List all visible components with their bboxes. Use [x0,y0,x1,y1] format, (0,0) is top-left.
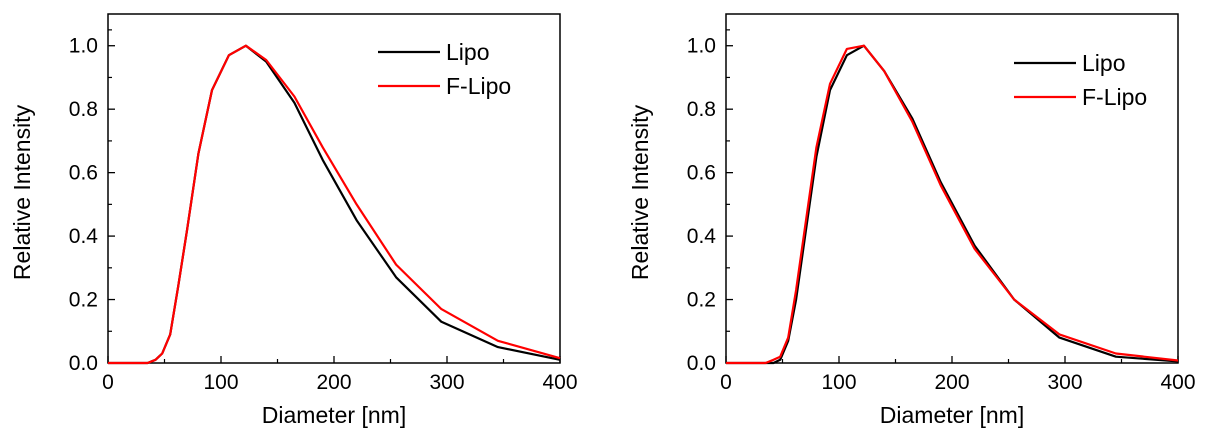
legend-label-lipo: Lipo [1082,50,1125,76]
chart-left: 0 100 200 300 400 0.0 0.2 0.4 0.6 0.8 1.0 Diameter … [9,13,578,428]
plot-frame [107,13,561,364]
series-line-f-lipo [726,44,1179,365]
y-tick-label: 0.8 [687,98,716,121]
legend-label-f-lipo: F-Lipo [446,73,511,99]
series-line-f-lipo [108,44,561,365]
y-tick-label: 0.6 [687,162,716,185]
x-axis-label: Diameter [nm] [880,402,1024,428]
y-tick-label: 0.4 [687,225,717,248]
y-axis-label: Relative Intensity [627,104,653,280]
y-tick-label: 1.0 [69,35,98,58]
y-axis-label: Relative Intensity [9,104,35,280]
y-tick-label: 0.2 [687,289,716,312]
x-tick-label: 400 [1160,371,1195,394]
x-tick-label: 300 [429,371,464,394]
chart-right: 0 100 200 300 400 0.0 0.2 0.4 0.6 0.8 1.0 Diameter … [627,13,1196,428]
x-tick-label: 400 [542,371,577,394]
x-tick-label: 300 [1047,371,1082,394]
x-tick-label: 100 [821,371,856,394]
y-tick-label: 0.8 [69,98,98,121]
y-tick-label: 0.4 [69,225,99,248]
chart-panel-right: 0 100 200 300 400 0.0 0.2 0.4 0.6 0.8 1.0 Diameter … [602,0,1205,435]
y-tick-label: 0.0 [69,352,98,375]
y-tick-label: 0.6 [69,162,98,185]
y-tick-label: 0.2 [69,289,98,312]
y-tick-label: 1.0 [687,35,716,58]
y-tick-label: 0.0 [687,352,716,375]
legend-label-f-lipo: F-Lipo [1082,84,1147,110]
x-tick-label: 200 [316,371,351,394]
x-tick-label: 0 [102,371,114,394]
chart-panel-left: 0 100 200 300 400 0.0 0.2 0.4 0.6 0.8 1.0 Diameter … [0,0,602,435]
x-tick-label: 200 [934,371,969,394]
x-tick-label: 0 [720,371,732,394]
legend-label-lipo: Lipo [446,39,489,65]
x-axis-label: Diameter [nm] [262,402,406,428]
x-tick-label: 100 [203,371,238,394]
